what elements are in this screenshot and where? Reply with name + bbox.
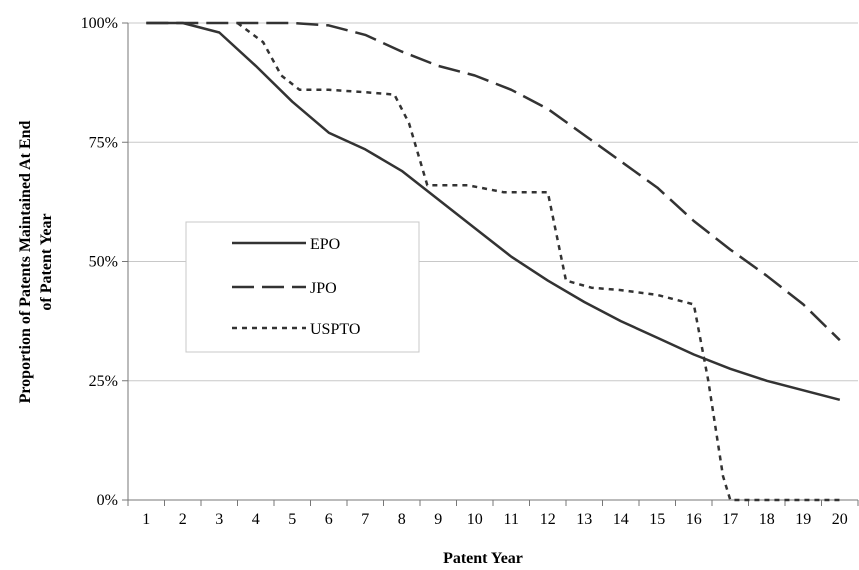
series-lines — [146, 21, 841, 502]
y-tick-label: 0% — [97, 492, 118, 509]
x-tick-label: 6 — [325, 511, 333, 528]
legend-label-epo: EPO — [310, 236, 340, 253]
x-tick-label: 15 — [649, 511, 665, 528]
x-tick-label: 14 — [613, 511, 629, 528]
x-tick-label: 5 — [288, 511, 296, 528]
x-axis-title: Patent Year — [443, 550, 523, 567]
x-tick-label: 20 — [832, 511, 848, 528]
x-tick-label: 16 — [686, 511, 702, 528]
y-tick-label: 50% — [89, 254, 118, 271]
x-tick-label: 2 — [179, 511, 187, 528]
legend: EPO JPO USPTO — [185, 221, 420, 353]
x-ticks: 1 2 3 4 5 6 7 8 9 10 11 12 13 14 15 16 17 18 19 20 — [127, 500, 859, 528]
y-ticks: 0% 25% 50% 75% 100% — [81, 15, 128, 509]
x-tick-label: 8 — [398, 511, 406, 528]
x-tick-label: 11 — [504, 511, 519, 528]
x-tick-label: 19 — [795, 511, 811, 528]
x-tick-label: 7 — [361, 511, 369, 528]
x-tick-label: 18 — [759, 511, 775, 528]
x-tick-label: 4 — [252, 511, 260, 528]
x-tick-label: 17 — [722, 511, 738, 528]
x-tick-label: 12 — [540, 511, 556, 528]
legend-label-uspto: USPTO — [310, 321, 360, 338]
y-tick-label: 75% — [89, 134, 118, 151]
y-axis-title-line-2: of Patent Year — [38, 213, 55, 310]
x-tick-label: 1 — [142, 511, 150, 528]
y-tick-label: 100% — [81, 15, 118, 32]
series-line-epo — [146, 21, 841, 402]
y-axis-title: Proportion of Patents Maintained At End … — [17, 120, 55, 403]
legend-label-jpo: JPO — [310, 280, 337, 297]
x-tick-label: 13 — [576, 511, 592, 528]
series-line-uspto — [236, 21, 840, 502]
x-tick-label: 9 — [434, 511, 442, 528]
x-tick-label: 3 — [215, 511, 223, 528]
y-tick-label: 25% — [89, 373, 118, 390]
series-line-jpo — [146, 21, 841, 342]
y-axis-title-line-1: Proportion of Patents Maintained At End — [17, 120, 34, 403]
x-tick-label: 10 — [467, 511, 483, 528]
